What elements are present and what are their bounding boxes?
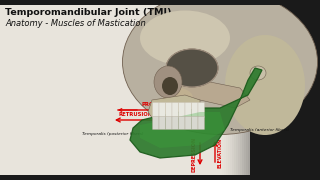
FancyBboxPatch shape (179, 116, 185, 129)
FancyBboxPatch shape (240, 0, 242, 180)
Ellipse shape (166, 49, 218, 87)
FancyBboxPatch shape (232, 0, 234, 180)
Ellipse shape (154, 66, 182, 98)
FancyBboxPatch shape (278, 0, 280, 180)
Polygon shape (140, 112, 225, 148)
FancyBboxPatch shape (268, 0, 270, 180)
Text: Anatomy - Muscles of Mastication: Anatomy - Muscles of Mastication (5, 19, 146, 28)
FancyBboxPatch shape (246, 0, 248, 180)
FancyBboxPatch shape (191, 116, 198, 129)
FancyBboxPatch shape (256, 0, 258, 180)
FancyBboxPatch shape (191, 102, 198, 118)
FancyBboxPatch shape (230, 0, 232, 180)
FancyBboxPatch shape (262, 0, 264, 180)
FancyBboxPatch shape (252, 0, 254, 180)
Text: ELEVATION: ELEVATION (218, 138, 223, 168)
FancyBboxPatch shape (270, 0, 272, 180)
Ellipse shape (140, 10, 230, 66)
Ellipse shape (250, 66, 266, 80)
FancyBboxPatch shape (172, 102, 179, 118)
FancyBboxPatch shape (244, 0, 246, 180)
FancyBboxPatch shape (0, 175, 320, 180)
FancyBboxPatch shape (264, 0, 266, 180)
FancyBboxPatch shape (276, 0, 278, 180)
Ellipse shape (225, 35, 305, 135)
FancyBboxPatch shape (0, 0, 270, 180)
Text: DEPRESSION: DEPRESSION (192, 136, 197, 172)
FancyBboxPatch shape (159, 102, 165, 118)
Ellipse shape (123, 0, 317, 134)
Polygon shape (175, 80, 250, 108)
FancyBboxPatch shape (254, 0, 256, 180)
FancyBboxPatch shape (266, 0, 268, 180)
Polygon shape (250, 0, 320, 180)
Text: Temporomandibular Joint (TMJ): Temporomandibular Joint (TMJ) (5, 8, 172, 17)
Text: PROTRUSION: PROTRUSION (141, 102, 180, 107)
FancyBboxPatch shape (179, 102, 185, 118)
FancyBboxPatch shape (153, 102, 159, 118)
FancyBboxPatch shape (274, 0, 276, 180)
Polygon shape (130, 68, 262, 158)
FancyBboxPatch shape (272, 0, 274, 180)
FancyBboxPatch shape (234, 0, 236, 180)
FancyBboxPatch shape (248, 0, 250, 180)
FancyBboxPatch shape (165, 116, 172, 129)
Text: Temporalis (anterior fibers): Temporalis (anterior fibers) (230, 128, 289, 132)
FancyBboxPatch shape (260, 0, 262, 180)
FancyBboxPatch shape (0, 0, 320, 5)
FancyBboxPatch shape (165, 102, 172, 118)
FancyBboxPatch shape (172, 116, 179, 129)
FancyBboxPatch shape (185, 102, 191, 118)
FancyBboxPatch shape (238, 0, 240, 180)
FancyBboxPatch shape (159, 116, 165, 129)
FancyBboxPatch shape (250, 0, 252, 180)
FancyBboxPatch shape (236, 0, 238, 180)
Ellipse shape (162, 77, 178, 95)
FancyBboxPatch shape (185, 116, 191, 129)
Text: RETRUSION: RETRUSION (119, 112, 153, 117)
FancyBboxPatch shape (153, 116, 159, 129)
FancyBboxPatch shape (198, 102, 204, 118)
FancyBboxPatch shape (198, 116, 204, 129)
FancyBboxPatch shape (242, 0, 244, 180)
FancyBboxPatch shape (258, 0, 260, 180)
Ellipse shape (163, 88, 193, 108)
Text: Temporalis (posterior fibers): Temporalis (posterior fibers) (82, 132, 144, 136)
Polygon shape (148, 95, 200, 122)
